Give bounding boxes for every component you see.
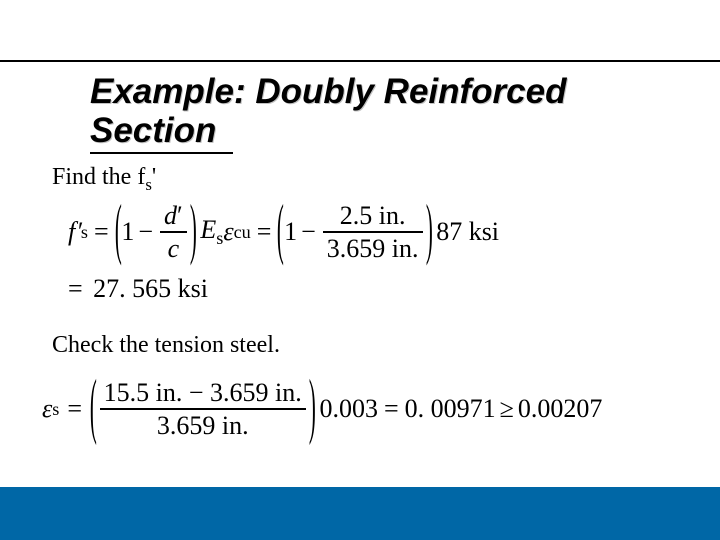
eq1-den2: 3.659 in. (323, 235, 423, 262)
equation-1-row: f′s = ( 1 − d′ c ) Esεcu = ( 1 − 2.5 in.… (68, 200, 499, 264)
eq2-res-val: 0. 00971 (405, 394, 496, 424)
eq2-limit: 0.00207 (518, 394, 603, 424)
eq1-dprime: ′ (177, 201, 183, 230)
eq1b-eq: = (68, 274, 83, 303)
eq2-equals-2: = (384, 394, 399, 424)
eq1-equals-2: = (257, 217, 272, 247)
eq1-eps-sub: cu (234, 222, 251, 243)
eq1-equals-1: = (94, 217, 109, 247)
eq2-eps-sub: s (52, 399, 59, 420)
eq1-one-1: 1 (121, 217, 134, 247)
eq1-eps: ε (223, 217, 233, 247)
top-rule (0, 60, 720, 62)
body-line-1-post: ' (152, 164, 156, 190)
eq1-minus-2: − (301, 217, 316, 247)
eq1-Es-sub: s (216, 228, 223, 248)
slide: Example: Doubly Reinforced Section Find … (0, 0, 720, 540)
eq1-d: d (164, 201, 177, 230)
eq1-lparen-1: ( (115, 191, 122, 269)
eq1-minus-1: − (138, 217, 153, 247)
eq2-frac: 15.5 in. − 3.659 in. 3.659 in. (100, 379, 306, 439)
eq1-tail: 87 ksi (436, 217, 499, 247)
eq1-rparen-2: ) (425, 191, 432, 269)
footer-bar (0, 487, 720, 540)
eq1-frac-1: d′ c (160, 202, 187, 262)
eq1-frac-2: 2.5 in. 3.659 in. (323, 202, 423, 262)
eq1-num2: 2.5 in. (336, 202, 410, 229)
eq1b-val: 27. 565 ksi (93, 274, 208, 303)
equation-fs-prime: f′s = ( 1 − d′ c ) Esεcu = ( 1 − 2.5 in.… (68, 200, 499, 264)
body-line-1-pre: Find the f (52, 164, 145, 190)
title-underline (90, 152, 233, 154)
eq1-E: E (200, 215, 216, 244)
eq1-lparen-2: ( (277, 191, 284, 269)
body-line-1: Find the fs' (52, 164, 156, 195)
eq2-eps: ε (42, 394, 52, 424)
eq2-mult: 0.003 (319, 394, 378, 424)
eq2-num: 15.5 in. − 3.659 in. (100, 379, 306, 406)
eq1-prime: ′ (76, 217, 82, 246)
eq2-geq: ≥ (500, 394, 514, 424)
eq1-one-2: 1 (284, 217, 297, 247)
slide-title: Example: Doubly Reinforced Section (90, 72, 650, 150)
eq2-den: 3.659 in. (153, 412, 253, 439)
equation-fs-prime-result: = 27. 565 ksi (68, 274, 208, 304)
eq2-bar (100, 408, 306, 409)
eq1-bar-2 (323, 231, 423, 232)
eq1-rparen-1: ) (190, 191, 197, 269)
eq2-rparen: ) (309, 365, 316, 449)
eq1-bar-1 (160, 231, 187, 232)
equation-epsilon-s: εs = ( 15.5 in. − 3.659 in. 3.659 in. ) … (42, 373, 602, 445)
eq2-equals-1: = (67, 394, 82, 424)
equation-2-row: εs = ( 15.5 in. − 3.659 in. 3.659 in. ) … (42, 373, 602, 445)
body-line-2: Check the tension steel. (52, 332, 280, 359)
eq2-lparen: ( (90, 365, 97, 449)
eq1-f: f (68, 217, 75, 246)
eq1-c: c (164, 235, 184, 262)
